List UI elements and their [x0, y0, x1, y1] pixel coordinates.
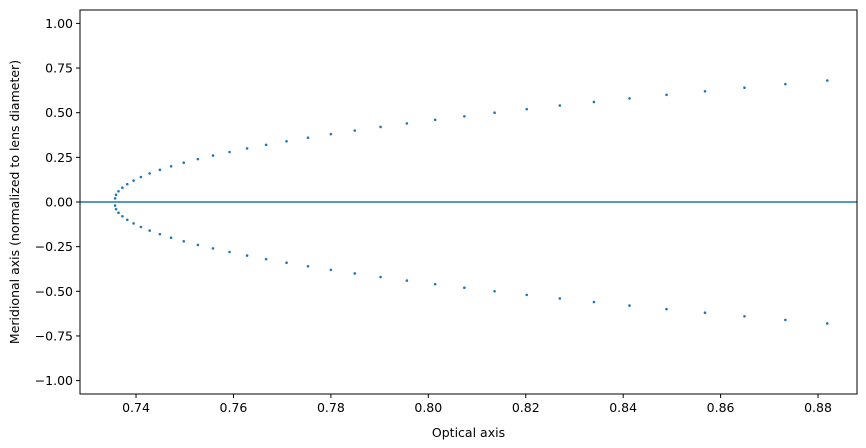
data-point [329, 268, 333, 272]
data-point [169, 236, 173, 240]
data-point [148, 229, 151, 232]
data-point [784, 318, 787, 322]
data-point [306, 264, 310, 268]
data-point [148, 172, 151, 175]
x-tick-label: 0.88 [804, 400, 832, 415]
data-point [703, 89, 707, 93]
data-point [211, 247, 215, 250]
data-point [264, 257, 268, 261]
data-point [182, 239, 186, 243]
data-point [405, 122, 409, 125]
x-tick-label: 0.86 [707, 400, 735, 415]
data-point [525, 293, 529, 297]
data-point [329, 132, 333, 136]
data-point [592, 100, 596, 104]
data-point [743, 86, 746, 89]
data-point [433, 118, 437, 122]
y-tick-label: −0.75 [35, 328, 73, 343]
y-tick-label: −0.50 [35, 284, 73, 299]
data-point [139, 225, 143, 229]
y-tick-label: 0.75 [45, 61, 73, 76]
data-point [113, 204, 117, 207]
data-point [493, 111, 496, 114]
y-tick-label: 0.00 [45, 195, 73, 210]
data-point [743, 315, 746, 318]
data-point [558, 297, 562, 300]
y-tick-label: −0.25 [35, 239, 73, 254]
data-point [628, 304, 631, 307]
data-point [182, 161, 186, 165]
data-point [353, 272, 357, 275]
y-tick-label: −1.00 [35, 373, 73, 388]
data-point [433, 282, 437, 286]
data-point [228, 250, 231, 254]
data-point [285, 139, 288, 143]
data-point [132, 222, 135, 225]
data-point [121, 186, 124, 190]
plot-frame [79, 9, 858, 395]
data-point [196, 243, 200, 247]
data-point [121, 214, 124, 218]
data-point [114, 193, 118, 197]
data-point [379, 125, 382, 129]
data-point [228, 150, 231, 154]
data-point [169, 164, 173, 168]
x-tick-label: 0.84 [609, 400, 637, 415]
data-point [125, 182, 129, 186]
y-axis-label: Meridional axis (normalized to lens diam… [7, 60, 22, 344]
data-point [211, 154, 215, 157]
x-tick-label: 0.74 [122, 400, 150, 415]
data-point [158, 168, 162, 172]
data-point [264, 143, 268, 147]
x-tick-label: 0.80 [414, 400, 442, 415]
data-point [379, 275, 382, 279]
data-point [825, 79, 829, 82]
data-point [628, 97, 631, 100]
y-tick-label: 0.50 [45, 105, 73, 120]
x-tick-label: 0.82 [512, 400, 540, 415]
y-axis: −1.00 −0.75 −0.50 −0.25 0.00 0.25 0.50 0.75 1.00 [35, 16, 80, 388]
data-point [353, 129, 357, 132]
data-point [405, 279, 409, 282]
data-point [463, 114, 466, 118]
data-point [784, 82, 787, 86]
data-point [665, 307, 668, 311]
data-point [125, 218, 129, 222]
data-point [525, 107, 529, 111]
data-point [825, 322, 829, 325]
data-point [245, 147, 249, 150]
data-point [245, 254, 249, 257]
data-point [493, 290, 496, 293]
data-point [558, 104, 562, 107]
data-point [158, 232, 162, 236]
data-point [113, 197, 117, 200]
y-tick-label: 1.00 [45, 16, 73, 31]
data-point [703, 311, 707, 315]
y-tick-label: 0.25 [45, 150, 73, 165]
data-point [306, 136, 310, 140]
x-tick-label: 0.78 [317, 400, 345, 415]
data-point [665, 93, 668, 97]
data-point [114, 207, 118, 211]
data-point [132, 179, 135, 182]
data-point [196, 157, 200, 161]
x-axis: 0.74 0.76 0.78 0.80 0.82 0.84 0.86 0.88 [122, 394, 832, 415]
x-tick-label: 0.76 [220, 400, 248, 415]
plot-area [80, 79, 857, 325]
data-point [592, 300, 596, 304]
x-axis-label: Optical axis [432, 425, 505, 440]
data-point [463, 286, 466, 290]
data-point [285, 261, 288, 265]
data-point [139, 175, 143, 179]
data-point [117, 211, 120, 215]
data-point [117, 189, 120, 193]
